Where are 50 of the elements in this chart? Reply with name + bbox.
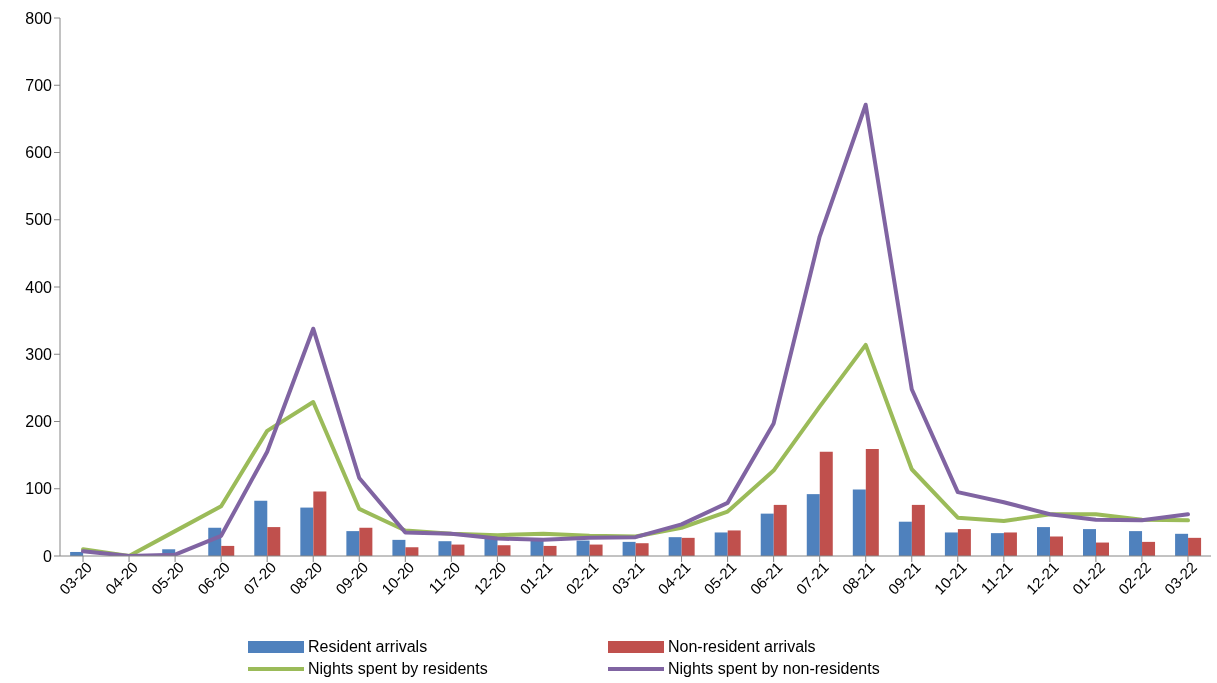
bar <box>1036 527 1050 556</box>
bar <box>760 513 774 556</box>
bar <box>1142 541 1156 556</box>
bar <box>898 521 912 556</box>
y-tick-label: 800 <box>25 9 53 27</box>
y-tick-label: 700 <box>25 76 53 94</box>
bar <box>405 547 419 556</box>
y-tick-label: 500 <box>25 211 53 229</box>
bar <box>1003 532 1017 556</box>
bar <box>714 532 728 556</box>
bar <box>392 539 406 556</box>
bar <box>944 532 958 556</box>
bar <box>668 537 682 556</box>
bar <box>727 530 741 556</box>
bar <box>911 504 925 556</box>
bar <box>957 529 971 556</box>
bar <box>438 541 452 556</box>
y-tick-label: 600 <box>25 144 53 162</box>
bar <box>1083 529 1097 556</box>
bar <box>576 540 590 556</box>
legend-label: Resident arrivals <box>308 638 428 656</box>
bar <box>1129 531 1143 556</box>
bar <box>1175 533 1189 556</box>
line-series <box>81 102 1190 556</box>
bar <box>681 537 695 556</box>
legend-label: Nights spent by non-residents <box>668 660 880 678</box>
y-tick-label: 0 <box>43 547 53 565</box>
bar <box>773 504 787 556</box>
bar <box>1188 537 1202 556</box>
bar <box>254 500 268 556</box>
bar <box>819 451 833 556</box>
bar <box>635 543 649 556</box>
y-tick-label: 400 <box>25 278 53 296</box>
bar <box>622 541 636 556</box>
y-tick-label: 300 <box>25 345 53 363</box>
bar <box>300 507 314 556</box>
bar <box>497 545 511 556</box>
bar <box>806 494 820 556</box>
y-tick-label: 200 <box>25 413 53 431</box>
legend-label: Non-resident arrivals <box>668 638 816 656</box>
bar <box>1049 536 1063 556</box>
legend-label: Nights spent by residents <box>308 660 488 678</box>
bar <box>346 531 360 556</box>
bar <box>852 489 866 556</box>
bar <box>359 527 373 556</box>
bar <box>313 491 327 556</box>
y-tick-label: 100 <box>25 480 53 498</box>
bar <box>865 449 879 556</box>
bar <box>267 527 281 556</box>
bar <box>990 533 1004 556</box>
